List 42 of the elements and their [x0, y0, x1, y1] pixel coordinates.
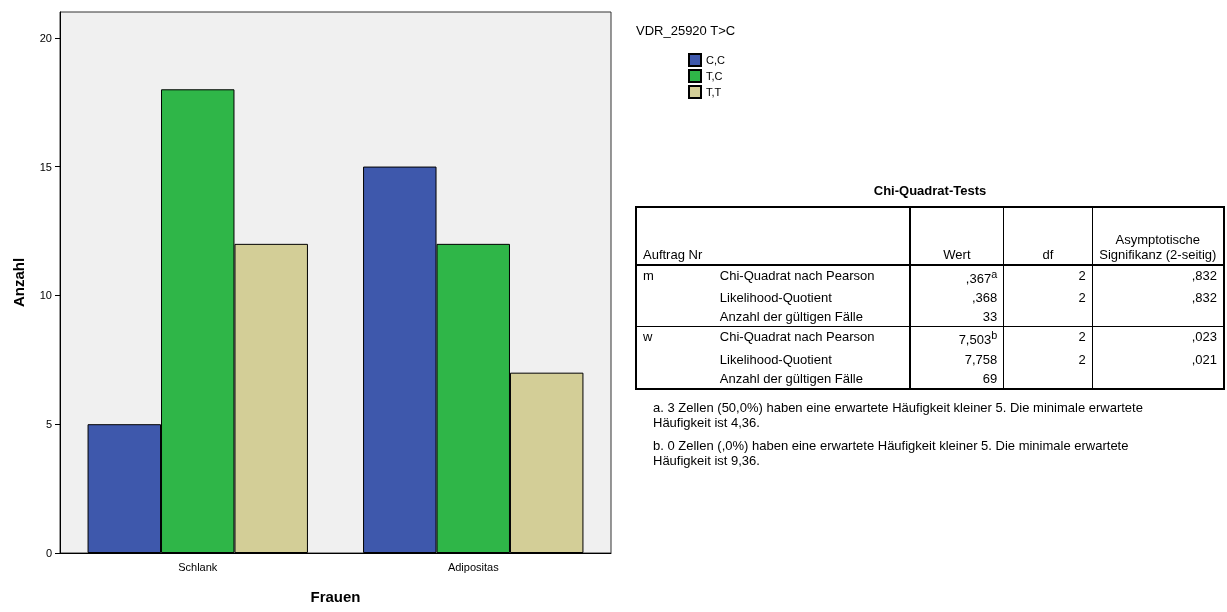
text: w — [636, 326, 714, 350]
text: df — [1003, 207, 1093, 265]
x-tick-label: Schlank — [178, 560, 218, 573]
text: Likelihood-Quotient — [713, 288, 910, 308]
legend-label: T,T — [706, 86, 722, 98]
text: ,023 — [1092, 326, 1224, 350]
y-tick-label: 10 — [39, 289, 52, 302]
text: 2 — [1003, 349, 1093, 369]
text: ,832 — [1190, 267, 1218, 285]
text: Chi-Quadrat nach Pearson — [713, 265, 910, 289]
text: ,367$^{a}$ — [909, 265, 1004, 289]
text: m — [642, 267, 655, 285]
x-tick-label: Adipositas — [447, 560, 500, 573]
text: 2 — [1003, 288, 1093, 308]
y-axis-title: Anzahl — [10, 257, 27, 308]
text: ,021 — [1190, 350, 1218, 369]
text: ,368 — [909, 288, 1004, 308]
text: Wert — [909, 207, 1004, 265]
text: Chi-Quadrat nach Pearson — [713, 326, 910, 350]
text: Anzahl der gültigen Fälle — [713, 307, 910, 327]
text: Asymptotische Signifikanz (2-seitig) — [1092, 207, 1224, 265]
y-tick-label: 0 — [45, 547, 52, 559]
legend-title: VDR_25920 T>C — [636, 23, 736, 38]
y-tick-label: 15 — [39, 160, 52, 173]
x-axis-title: Frauen — [310, 588, 361, 605]
text: 7,503$^{b}$ — [909, 326, 1004, 350]
text: 69 — [909, 368, 1004, 389]
text: a. 3 Zellen (50,0%) haben eine erwartete Häufigkeit kleiner 5. Die minimale erwartete Häufigkeit ist 4,36. — [653, 399, 1144, 430]
y-tick-label: 20 — [39, 31, 52, 44]
text: ,832 — [1190, 289, 1218, 308]
y-tick-label: 5 — [45, 418, 52, 431]
legend-label: C,C — [706, 54, 725, 66]
text: 2 — [1003, 265, 1093, 289]
legend-label: T,C — [706, 70, 723, 82]
text: 7,758 — [909, 349, 1004, 369]
text: 2 — [1003, 326, 1093, 350]
text: Likelihood-Quotient — [713, 349, 910, 369]
text: b. 0 Zellen (,0%) haben eine erwartete Häufigkeit kleiner 5. Die minimale erwartete Häufigkeit ist 9,36. — [653, 437, 1130, 468]
text: Chi-Quadrat-Tests — [872, 183, 988, 198]
text: Anzahl der gültigen Fälle — [713, 368, 910, 389]
text: 33 — [909, 307, 1004, 327]
text: Auftrag Nr — [636, 207, 714, 265]
